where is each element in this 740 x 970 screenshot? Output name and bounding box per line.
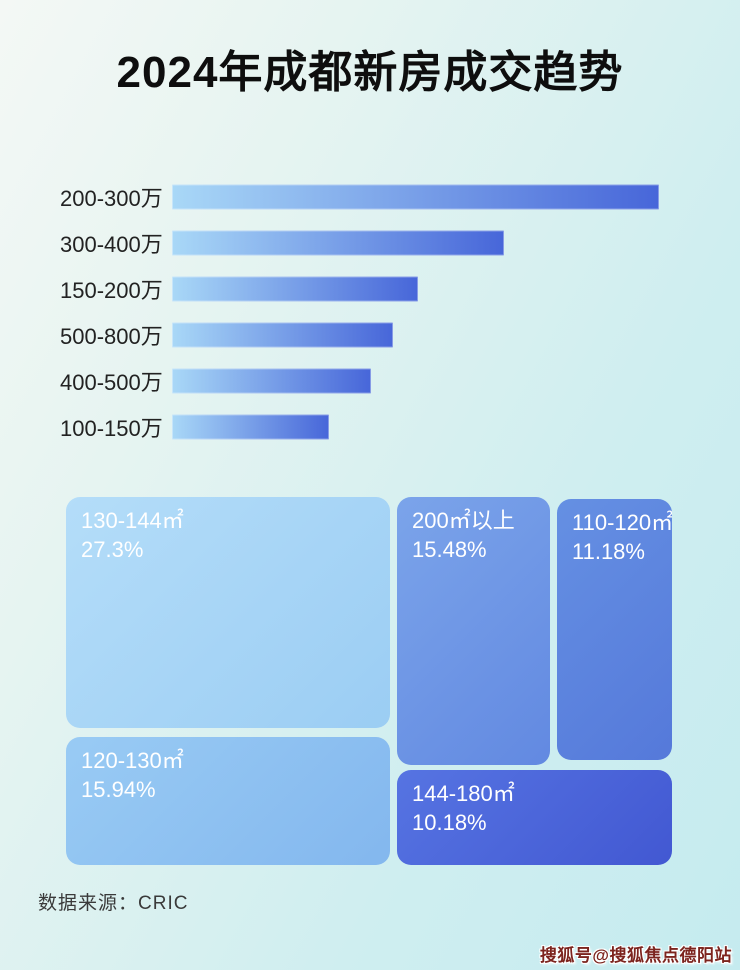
bar-track <box>172 230 659 256</box>
tile-range-label: 200㎡以上 <box>412 508 515 533</box>
bar-track <box>172 414 659 440</box>
bar-track <box>172 322 659 348</box>
tile-range-label: 130-144㎡ <box>81 508 184 533</box>
page-title: 2024年成都新房成交趋势 <box>116 48 624 97</box>
bar-label: 300-400万 <box>60 232 163 257</box>
bar-track <box>172 368 659 394</box>
bar-row-0: 200-300万 <box>0 174 740 220</box>
treemap-tile-3: 120-130㎡ 15.94% <box>66 737 390 865</box>
source-note: 数据来源：CRIC <box>38 893 189 914</box>
bar-label: 200-300万 <box>60 186 163 211</box>
tile-value-label: 11.18% <box>572 539 645 565</box>
bar-row-1: 300-400万 <box>0 220 740 266</box>
tile-range-label: 120-130㎡ <box>81 748 184 773</box>
bar-label: 500-800万 <box>60 324 163 349</box>
tile-range-label: 110-120㎡ <box>572 510 672 535</box>
bar-row-5: 100-150万 <box>0 404 740 450</box>
bar-track <box>172 276 659 302</box>
treemap-tile-1: 200㎡以上 15.48% <box>397 497 550 765</box>
bar-fill <box>172 184 659 210</box>
treemap-tile-2: 110-120㎡ 11.18% <box>557 499 672 760</box>
bar-fill <box>172 368 372 394</box>
bar-fill <box>172 322 394 348</box>
tile-range-label: 144-180㎡ <box>412 781 515 806</box>
bar-row-2: 150-200万 <box>0 266 740 312</box>
bar-label: 100-150万 <box>60 416 163 441</box>
bar-label: 400-500万 <box>60 370 163 395</box>
bar-row-4: 400-500万 <box>0 358 740 404</box>
watermark: 搜狐号@搜狐焦点德阳站 <box>539 946 732 965</box>
bar-row-3: 500-800万 <box>0 312 740 358</box>
tile-value-label: 15.94% <box>81 777 156 803</box>
price-bar-chart: 200-300万 300-400万 150-200万 500-800万 400-500万… <box>0 174 740 450</box>
bar-fill <box>172 230 505 256</box>
bar-label: 150-200万 <box>60 278 163 303</box>
treemap-tile-0: 130-144㎡ 27.3% <box>66 497 390 728</box>
bar-fill <box>172 276 418 302</box>
bar-fill <box>172 414 329 440</box>
tile-value-label: 10.18% <box>412 810 487 836</box>
area-treemap: 130-144㎡ 27.3% 200㎡以上 15.48% 110-120㎡ 11.18% 1… <box>66 497 672 865</box>
bar-track <box>172 184 659 210</box>
tile-value-label: 15.48% <box>412 537 487 563</box>
treemap-tile-4: 144-180㎡ 10.18% <box>397 770 672 865</box>
tile-value-label: 27.3% <box>81 537 144 563</box>
